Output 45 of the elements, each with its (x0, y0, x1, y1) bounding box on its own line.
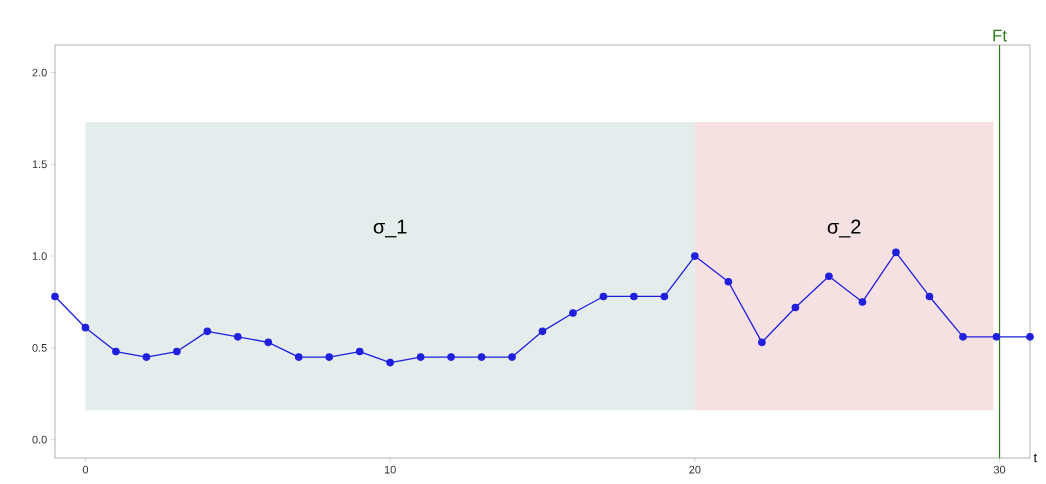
point (925, 292, 934, 301)
point (294, 353, 303, 361)
point (416, 353, 425, 361)
point (538, 327, 547, 336)
x-tick-label: 20 (689, 465, 701, 474)
point (477, 353, 486, 361)
point (660, 292, 669, 301)
x-tick-label: 30 (993, 465, 1006, 474)
x-tick-label: 10 (384, 465, 396, 474)
point (142, 353, 151, 361)
point (599, 292, 608, 301)
point (992, 333, 1001, 341)
y-tick-label: 0.5 (32, 344, 47, 352)
point (447, 353, 455, 361)
point (892, 248, 900, 257)
y-tick-label: 2.0 (32, 68, 47, 77)
point (264, 338, 273, 347)
y-tick-label: 1.0 (32, 252, 47, 260)
band-label: σ_2 (827, 219, 861, 238)
point (630, 292, 638, 301)
point (81, 323, 90, 332)
point (233, 333, 242, 341)
point (355, 347, 364, 356)
point (112, 347, 120, 356)
point (959, 333, 967, 341)
point (858, 298, 867, 306)
point (724, 277, 733, 286)
y-tick-label: 0.0 (32, 435, 47, 444)
point (51, 292, 59, 301)
point (1026, 333, 1034, 341)
point (203, 327, 212, 336)
point (825, 272, 833, 281)
y-tick-label: 1.5 (32, 160, 47, 169)
point (173, 347, 181, 356)
x-tick-label: 0 (82, 465, 89, 474)
x-axis-title: t (1033, 453, 1038, 463)
point (791, 303, 800, 312)
band-label: σ_1 (373, 219, 407, 238)
point (325, 353, 334, 361)
point (691, 252, 699, 260)
ref-line-label: Ft (993, 29, 1007, 42)
point (758, 338, 766, 347)
point (386, 358, 394, 367)
point (508, 353, 516, 361)
point (569, 309, 577, 317)
